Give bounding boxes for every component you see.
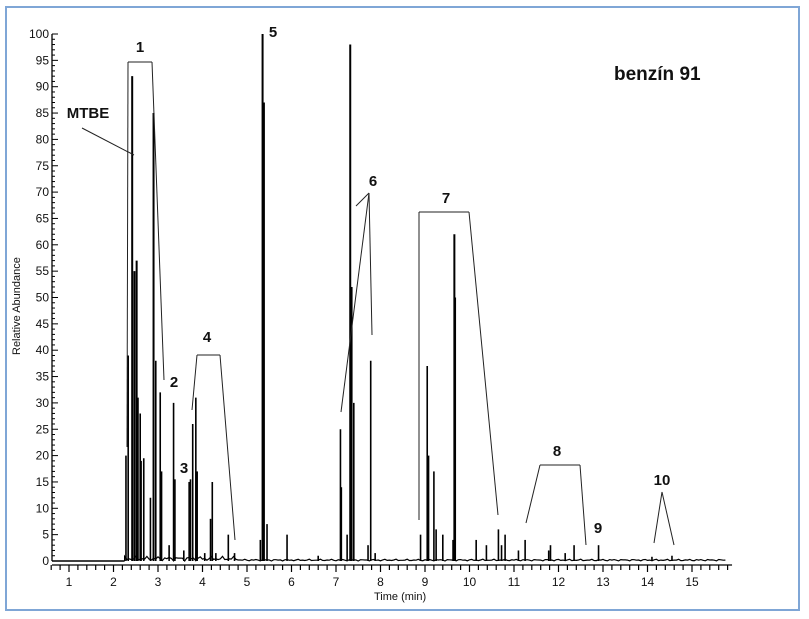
- x-tick-label: 1: [66, 575, 73, 589]
- x-tick-label: 9: [422, 575, 429, 589]
- x-axis: 1 2 3 4 5 6 7 8 9 10 11 12 13 14 15: [50, 564, 733, 589]
- annotation-group-3: 3: [180, 460, 188, 477]
- x-tick-label: 13: [596, 575, 610, 589]
- annotation-group-7: 7: [442, 190, 450, 207]
- y-tick-label: 90: [36, 80, 50, 94]
- annotation-group-6: 6: [369, 173, 377, 190]
- annotation-group-8: 8: [553, 443, 561, 460]
- y-tick-label: 85: [36, 106, 50, 120]
- y-tick-label: 75: [36, 159, 50, 173]
- y-tick-label: 80: [36, 132, 50, 146]
- x-tick-label: 4: [199, 575, 206, 589]
- chart-title: benzín 91: [614, 64, 701, 85]
- y-tick-label: 25: [36, 422, 50, 436]
- x-tick-label: 3: [155, 575, 162, 589]
- annotation-group-10: 10: [654, 472, 671, 489]
- y-tick-label: 95: [36, 53, 50, 67]
- x-tick-label: 15: [685, 575, 699, 589]
- y-tick-label: 60: [36, 238, 50, 252]
- y-tick-label: 65: [36, 211, 50, 225]
- y-tick-label: 10: [36, 501, 50, 515]
- y-tick-label: 0: [42, 554, 49, 568]
- y-tick-label: 30: [36, 396, 50, 410]
- x-tick-label: 5: [244, 575, 251, 589]
- annotation-mtbe: MTBE: [67, 105, 110, 122]
- y-tick-label: 70: [36, 185, 50, 199]
- x-axis-title: Time (min): [374, 591, 426, 603]
- chromatogram-trace: [52, 34, 726, 563]
- x-tick-label: 8: [377, 575, 384, 589]
- annotation-group-1: 1: [136, 39, 144, 56]
- annotation-group-9: 9: [594, 520, 602, 537]
- y-tick-label: 20: [36, 449, 50, 463]
- x-tick-label: 10: [463, 575, 477, 589]
- annotation-group-2: 2: [170, 374, 178, 391]
- x-tick-label: 14: [641, 575, 655, 589]
- x-tick-label: 12: [552, 575, 566, 589]
- peak-annotations: 1 MTBE 2 3 4 5 6 7 8 9 10: [67, 24, 675, 546]
- y-tick-label: 55: [36, 264, 50, 278]
- x-tick-label: 7: [333, 575, 340, 589]
- y-tick-label: 100: [29, 27, 49, 41]
- y-tick-label: 35: [36, 370, 50, 384]
- y-tick-label: 40: [36, 343, 50, 357]
- annotation-group-5: 5: [269, 24, 277, 41]
- y-tick-label: 50: [36, 291, 50, 305]
- annotation-group-4: 4: [203, 329, 212, 346]
- x-tick-label: 11: [508, 575, 521, 589]
- x-tick-label: 6: [288, 575, 295, 589]
- y-tick-label: 15: [36, 475, 50, 489]
- y-axis: 0 5 10 15 20 25 30 35 40 45 50 55 60 65 70 75 80 85 90 95 10…: [29, 27, 58, 568]
- y-axis-title: Relative Abundance: [11, 257, 23, 355]
- x-tick-label: 2: [110, 575, 117, 589]
- y-tick-label: 45: [36, 317, 50, 331]
- y-tick-label: 5: [42, 528, 49, 542]
